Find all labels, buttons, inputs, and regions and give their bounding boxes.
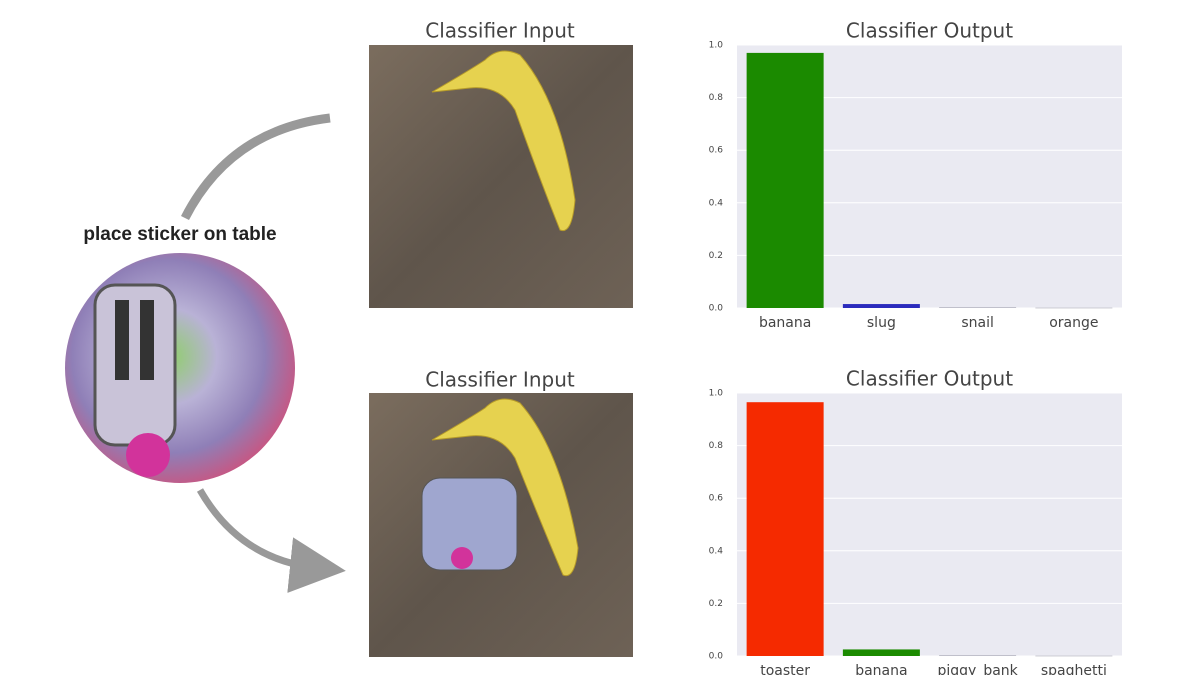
y-tick-label: 0.0 (709, 652, 724, 662)
sticker-label: place sticker on table (83, 224, 276, 245)
x-tick-label: banana (855, 663, 907, 675)
sticker-slot (115, 300, 129, 380)
bar (746, 52, 824, 308)
y-tick-label: 0.0 (709, 304, 724, 314)
bar (1035, 307, 1113, 309)
y-tick-label: 0.4 (709, 546, 724, 556)
x-tick-label: piggy_bank (937, 663, 1018, 675)
banana (431, 50, 576, 232)
y-tick-label: 0.6 (709, 494, 724, 504)
bar (939, 655, 1017, 656)
chart-title: Classifier Output (846, 19, 1013, 43)
arrow (180, 113, 331, 221)
y-tick-label: 1.0 (709, 41, 724, 51)
chart-title: Classifier Output (846, 367, 1013, 391)
sticker-small (421, 477, 518, 571)
y-tick-label: 0.4 (709, 198, 724, 208)
x-tick-label: snail (961, 315, 994, 331)
x-tick-label: banana (759, 315, 811, 331)
banana (431, 398, 579, 577)
x-tick-label: toaster (760, 663, 810, 675)
arrow (196, 488, 346, 593)
bar (1035, 655, 1113, 657)
sticker-slot (140, 300, 154, 380)
sticker-knob (451, 547, 473, 569)
y-tick-label: 0.2 (709, 599, 723, 609)
x-tick-label: orange (1049, 315, 1098, 331)
x-tick-label: spaghetti (1041, 663, 1107, 675)
y-tick-label: 0.8 (709, 93, 724, 103)
y-tick-label: 0.2 (709, 251, 723, 261)
y-tick-label: 0.8 (709, 441, 724, 451)
bar (842, 304, 920, 308)
y-tick-label: 0.6 (709, 146, 724, 156)
image-title: Classifier Input (425, 19, 575, 43)
bar (746, 402, 824, 656)
y-tick-label: 1.0 (709, 389, 724, 399)
sticker-knob (126, 433, 170, 477)
x-tick-label: slug (867, 315, 896, 331)
bar (842, 649, 920, 656)
bar (939, 307, 1017, 308)
image-title: Classifier Input (425, 368, 575, 392)
sticker-toaster (93, 283, 177, 447)
